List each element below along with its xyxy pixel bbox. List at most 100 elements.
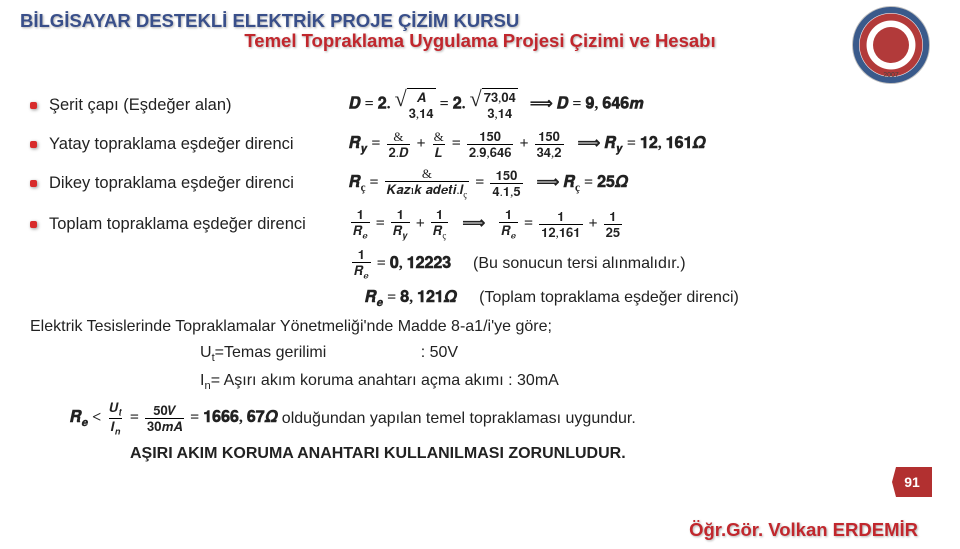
f3cd: 𝟒.𝟏,𝟓 [490,183,522,198]
f3cn: 𝟏𝟓𝟎 [494,169,520,183]
f4fn: 𝟏 [607,210,618,224]
f4cd: 𝑹ç [431,222,448,241]
page-number: 91 [892,467,932,497]
f5ad: 𝑹𝒆 [352,262,371,281]
f4arr: ⟹ [462,215,485,232]
line-in: In= Aşırı akım koruma anahtarı açma akım… [200,372,930,392]
f4cn: 𝟏 [434,208,445,222]
f2dd: 𝟐.𝟗,𝟔𝟒𝟔 [467,144,514,159]
course-title: BİLGİSAYAR DESTEKLİ ELEKTRİK PROJE ÇİZİM… [20,10,940,32]
f3a2: = [366,174,379,191]
f7r: = 𝟏𝟔𝟔𝟔, 𝟔𝟕𝜴 [190,409,282,426]
f7a: 𝑹 [70,409,82,426]
formula-5: 𝟏𝑹𝒆 = 𝟎, 𝟏𝟐𝟐𝟐𝟑 (Bu sonucun tersi alınmal… [350,248,930,281]
bullet-icon [30,221,37,228]
author-name: Öğr.Gör. Volkan ERDEMİR [689,519,918,541]
f2bn: & [391,130,405,144]
f1dd: 𝟑,𝟏𝟒 [487,106,512,122]
f1a: 𝑫 = 𝟐. [349,96,391,113]
f7dd: 𝟑𝟎𝒎𝑨 [145,418,184,433]
f4bd: 𝑹𝒚 [391,222,410,241]
p2: U [200,344,212,361]
f4ed: 𝟏𝟐,𝟏𝟔𝟏 [539,224,582,239]
warning-line: AŞIRI AKIM KORUMA ANAHTARI KULLANILMASI … [130,445,930,463]
f2cd: 𝑳 [433,144,445,159]
p3b: = Aşırı akım koruma anahtarı açma akımı … [211,372,559,389]
bullet-label-1: Şerit çapı (Eşdeğer alan) [49,96,349,115]
f2ed: 𝟑𝟒,𝟐 [535,144,564,159]
f4p: + [416,215,425,232]
f2en: 𝟏𝟓𝟎 [536,130,562,144]
formula-4: 𝟏𝑹𝒆 = 𝟏𝑹𝒚 + 𝟏𝑹ç ⟹ 𝟏𝑹𝒆 = 𝟏𝟏𝟐,𝟏𝟔𝟏 + 𝟏𝟐𝟓 [349,208,624,241]
formula-1: 𝑫 = 𝟐. √𝑨𝟑,𝟏𝟒 = 𝟐. √𝟕𝟑,𝟎𝟒𝟑,𝟏𝟒 ⟹ 𝑫 = 𝟗, 𝟔… [349,88,643,122]
f7cd: 𝑰𝒏 [109,418,123,437]
paragraph-1: Elektrik Tesislerinde Topraklamalar Yöne… [30,318,930,336]
f7note: olduğundan yapılan temel topraklaması uy… [282,409,636,426]
f3r: ⟹ 𝑹 [537,174,576,191]
content-area: Şerit çapı (Eşdeğer alan) 𝑫 = 𝟐. √𝑨𝟑,𝟏𝟒 … [0,60,960,463]
bullet-row-2: Yatay topraklama eşdeğer direnci 𝑹𝒚 = &𝟐… [30,130,930,159]
logo-year: 2007 [883,72,899,79]
bullet-label-2: Yatay topraklama eşdeğer direnci [49,135,349,154]
f4eq2: = [524,215,533,232]
f7dn: 𝟓𝟎𝑽 [151,404,178,418]
formula-6: 𝑹𝒆 = 𝟖, 𝟏𝟐𝟏𝜴 (Toplam topraklama eşdeğer … [365,289,930,310]
f2cn: & [432,130,446,144]
f2rs: 𝒚 [616,143,623,155]
f1e: ⟹ 𝑫 = 𝟗, 𝟔𝟒𝟔𝒎 [530,96,644,113]
f4fd: 𝟐𝟓 [604,224,622,239]
f4ad: 𝑹𝒆 [351,222,370,241]
bullet-label-4: Toplam topraklama eşdeğer direnci [49,215,349,234]
bullet-row-4: Toplam topraklama eşdeğer direnci 𝟏𝑹𝒆 = … [30,208,930,241]
f3bd: 𝑲𝒂𝒛ı𝒌 𝒂𝒅𝒆𝒕𝒊.𝒍ç [385,181,470,200]
f2r: ⟹ 𝑹 [578,135,617,152]
f2bd: 𝟐.𝑫 [387,144,411,159]
p2c: : 50V [421,344,458,361]
bullet-icon [30,102,37,109]
f2dn: 𝟏𝟓𝟎 [477,130,503,144]
f1bn: 𝑨 [417,90,426,106]
bullet-label-3: Dikey topraklama eşdeğer direnci [49,174,349,193]
formula-7: 𝑹𝒆 < 𝑼𝒕𝑰𝒏 = 𝟓𝟎𝑽𝟑𝟎𝒎𝑨 = 𝟏𝟔𝟔𝟔, 𝟔𝟕𝜴 olduğund… [70,401,930,437]
f5note: (Bu sonucun tersi alınmalıdır.) [473,255,686,272]
f6note: (Toplam topraklama eşdeğer direnci) [479,289,739,306]
line-ut: Ut=Temas gerilimi : 50V [200,344,930,364]
f3r2: = 𝟐𝟓𝜴 [580,174,628,191]
university-logo: 2007 [852,6,930,84]
f2a2: = [367,135,380,152]
f2a: 𝑹 [349,135,361,152]
subtitle: Temel Topraklama Uygulama Projesi Çizimi… [130,30,830,52]
f3a: 𝑹 [349,174,361,191]
logo-inner [873,27,909,63]
f4dd: 𝑹𝒆 [499,222,518,241]
f2p: + [416,135,425,152]
f1c: = 𝟐. [440,96,466,113]
formula-3: 𝑹ç = &𝑲𝒂𝒛ı𝒌 𝒂𝒅𝒆𝒕𝒊.𝒍ç = 𝟏𝟓𝟎𝟒.𝟏,𝟓 ⟹ 𝑹ç = 𝟐… [349,167,628,200]
formula-2: 𝑹𝒚 = &𝟐.𝑫 + &𝑳 = 𝟏𝟓𝟎𝟐.𝟗,𝟔𝟒𝟔 + 𝟏𝟓𝟎𝟑𝟒,𝟐 ⟹ … [349,130,706,159]
f5an: 𝟏 [356,248,367,262]
f1dn: 𝟕𝟑,𝟎𝟒 [484,90,516,106]
p2b: =Temas gerilimi [215,344,327,361]
bullet-row-1: Şerit çapı (Eşdeğer alan) 𝑫 = 𝟐. √𝑨𝟑,𝟏𝟒 … [30,88,930,122]
f4bn: 𝟏 [395,208,406,222]
f3eq: = [475,174,484,191]
bullet-icon [30,180,37,187]
f7eq: = [130,409,139,426]
f7b: < [88,409,105,426]
bullet-row-3: Dikey topraklama eşdeğer direnci 𝑹ç = &𝑲… [30,167,930,200]
bullet-icon [30,141,37,148]
f3bn: & [420,167,434,181]
header: BİLGİSAYAR DESTEKLİ ELEKTRİK PROJE ÇİZİM… [0,0,960,60]
f4en: 𝟏 [555,210,566,224]
f5: = 𝟎, 𝟏𝟐𝟐𝟐𝟑 [377,255,452,272]
f7cn: 𝑼𝒕 [107,401,124,419]
f6a: 𝑹 [365,289,377,306]
f2r2: = 𝟏𝟐, 𝟏𝟔𝟏𝜴 [623,135,706,152]
f4dn: 𝟏 [503,208,514,222]
f1bd: 𝟑,𝟏𝟒 [409,106,434,122]
f2p2: + [519,135,528,152]
f2eq: = [452,135,461,152]
f4p2: + [589,215,598,232]
f4eq: = [376,215,385,232]
f4an: 𝟏 [355,208,366,222]
